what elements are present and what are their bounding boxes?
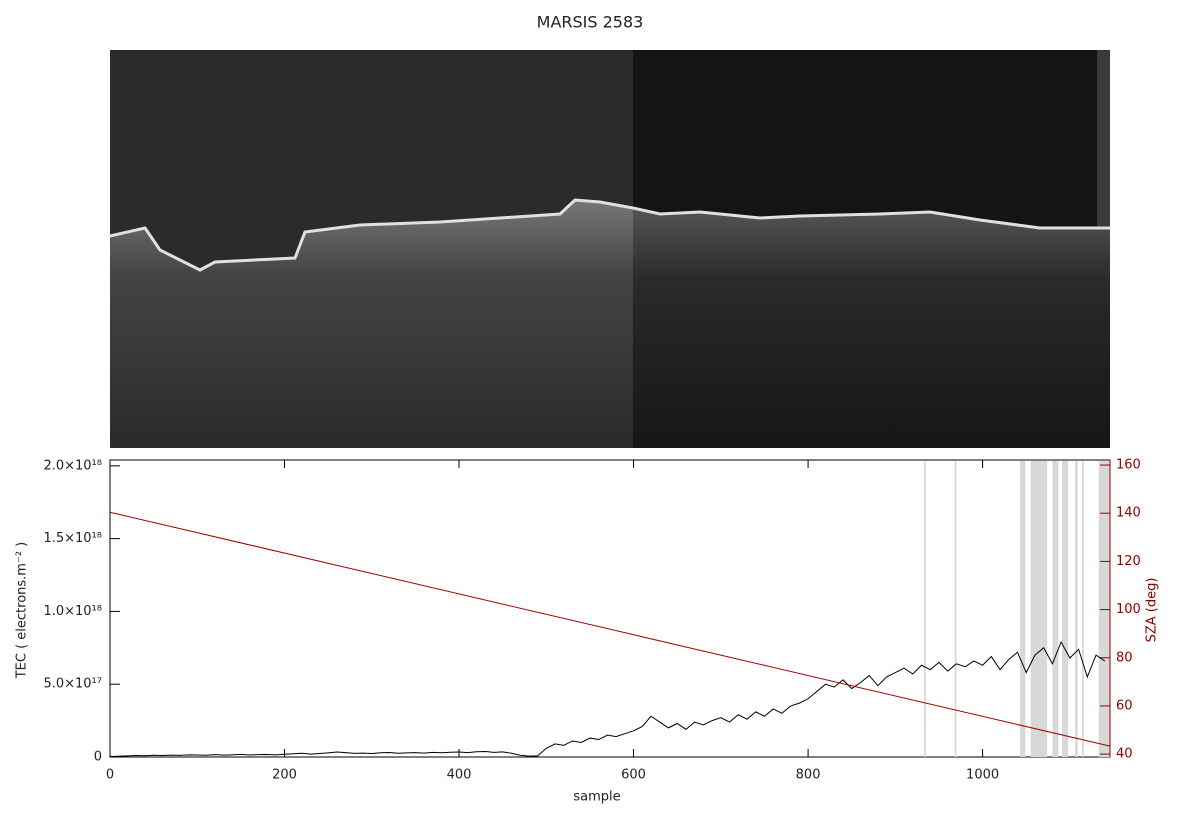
- shaded-range: [1075, 461, 1078, 757]
- x-tick-label: 1000: [966, 768, 999, 783]
- y2-tick-label: 140: [1116, 506, 1141, 521]
- y-tick-label: 1.5×10¹⁸: [43, 531, 102, 546]
- chart-title: MARSIS 2583: [537, 13, 644, 32]
- y-tick-label: 2.0×10¹⁸: [43, 458, 102, 473]
- shaded-range: [954, 461, 957, 757]
- y-tick-label: 1.0×10¹⁸: [43, 604, 102, 619]
- y2-axis-title: SZA (deg): [1145, 578, 1160, 643]
- shaded-range: [1052, 461, 1059, 757]
- y2-tick-label: 100: [1116, 602, 1141, 617]
- series-line: [109, 511, 1111, 747]
- y-tick-label: 5.0×10¹⁷: [43, 677, 102, 692]
- y-axis-title: TEC ( electrons.m⁻² ): [15, 542, 30, 680]
- y2-tick-label: 40: [1116, 747, 1133, 762]
- y2-tick-label: 60: [1116, 698, 1133, 713]
- y2-tick-label: 160: [1116, 458, 1141, 473]
- series-line: [109, 640, 1106, 758]
- radargram: [109, 50, 1110, 448]
- shaded-range: [1062, 461, 1069, 757]
- x-tick-label: 0: [106, 768, 114, 783]
- shaded-range: [1098, 461, 1110, 757]
- subsurface-night: [633, 208, 1110, 448]
- shaded-range: [924, 461, 926, 757]
- plot-frame: [109, 459, 1111, 758]
- y2-tick-label: 80: [1116, 650, 1133, 665]
- x-tick-label: 600: [621, 768, 646, 783]
- shaded-range: [1020, 461, 1026, 757]
- x-tick-label: 200: [272, 768, 297, 783]
- x-tick-label: 400: [447, 768, 472, 783]
- shaded-range: [1030, 461, 1048, 757]
- shaded-range: [1082, 461, 1084, 757]
- y2-tick-label: 120: [1116, 554, 1141, 569]
- x-tick-label: 800: [796, 768, 821, 783]
- surface-echo: [109, 198, 1110, 272]
- x-axis-title: sample: [573, 790, 620, 805]
- y-tick-label: 0: [94, 750, 102, 765]
